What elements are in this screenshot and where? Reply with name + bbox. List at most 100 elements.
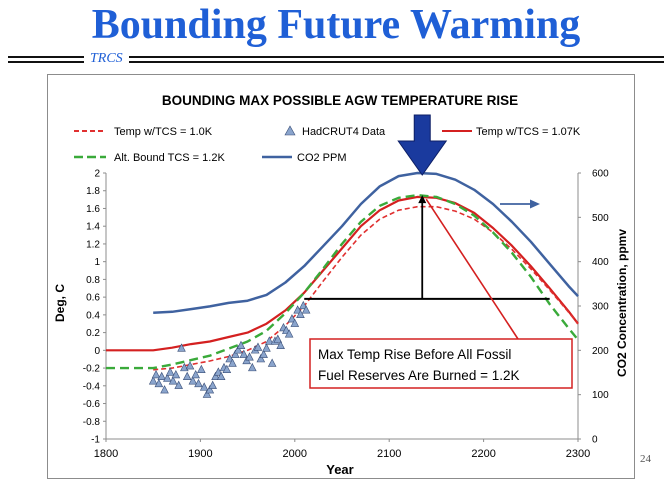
page-number: 24	[640, 453, 651, 465]
hadcrut4-data-point	[262, 343, 271, 352]
series-line-temp-w-tcs-1-07k	[106, 195, 579, 352]
y2-tick-label: 600	[592, 169, 609, 180]
x-tick-label: 1900	[188, 448, 212, 460]
hadcrut4-data-point	[211, 371, 220, 381]
x-tick-label: 1800	[94, 448, 118, 460]
y2-tick-label: 0	[592, 435, 598, 446]
x-tick-label: 2200	[471, 448, 495, 460]
hadcrut4-data-point	[174, 380, 183, 389]
title-rule-bottom	[8, 61, 664, 63]
hadcrut4-data-point	[177, 343, 186, 352]
x-axis-label: Year	[326, 462, 353, 477]
hadcrut4-data-point	[151, 370, 161, 379]
callout-line-2: Fuel Reserves Are Burned = 1.2K	[318, 368, 520, 383]
series-line-temp-w-tcs-1-0k	[153, 205, 579, 371]
callout-rect	[309, 338, 573, 389]
hadcrut4-data-point	[276, 340, 285, 349]
hadcrut4-data-point	[273, 334, 283, 343]
hadcrut4-data-point	[253, 342, 263, 351]
y-tick-label: 1.8	[86, 186, 100, 197]
hadcrut4-data-point	[290, 318, 300, 327]
hadcrut4-data-point	[265, 336, 274, 345]
hadcrut4-data-point	[233, 345, 243, 354]
y2-tick-label: 200	[592, 346, 609, 357]
y-tick-label: -0.8	[83, 417, 101, 428]
hadcrut4-data-point	[301, 305, 311, 314]
hadcrut4-data-point	[228, 358, 237, 367]
chart-svg: BOUNDING MAX POSSIBLE AGW TEMPERATURE RI…	[53, 93, 629, 477]
hadcrut4-data-point	[216, 371, 226, 381]
y-tick-label: 1.2	[86, 239, 100, 250]
hadcrut4-data-point	[231, 349, 240, 358]
hadcrut4-data-point	[248, 362, 257, 372]
hadcrut4-data-point	[222, 364, 232, 373]
legend-label-tcs-1-07: Temp w/TCS = 1.07K	[476, 126, 581, 138]
y-tick-label: 0.6	[86, 293, 100, 304]
y2-axis-label: CO2 Concentration, ppmv	[615, 229, 629, 377]
y2-tick-label: 100	[592, 390, 609, 401]
callout-box: Max Temp Rise Before All Fossil Fuel Res…	[309, 338, 573, 389]
hadcrut4-data-point	[239, 349, 249, 358]
y-tick-label: 0.4	[86, 310, 100, 321]
hadcrut4-data-point	[157, 371, 166, 381]
legend-label-tcs-1-0: Temp w/TCS = 1.0K	[114, 126, 213, 138]
callout-line-1: Max Temp Rise Before All Fossil	[318, 347, 511, 362]
y-tick-label: 1.4	[86, 222, 100, 233]
hadcrut4-data-point	[199, 382, 209, 391]
hadcrut4-data-point	[267, 358, 277, 367]
slide-title: Bounding Future Warming	[91, 2, 581, 48]
hadcrut4-data-point	[284, 329, 294, 338]
callout-pointer-line	[425, 198, 519, 340]
hadcrut4-data-point	[214, 367, 223, 376]
series-line-alt-bound-tcs-1-2k	[106, 194, 579, 370]
hadcrut4-data-point	[165, 367, 175, 376]
hadcrut4-data-point	[191, 370, 200, 379]
hadcrut4-data-point	[168, 376, 178, 385]
brand-label: TRCS	[84, 51, 129, 67]
hadcrut4-data-point	[163, 373, 172, 382]
series-line-co2-ppm	[153, 171, 579, 314]
hadcrut4-data-point	[188, 376, 198, 385]
hadcrut4-data-point	[296, 309, 305, 318]
x-tick-label: 2000	[283, 448, 307, 460]
y-tick-label: -0.6	[83, 399, 101, 410]
hadcrut4-data-point	[202, 389, 212, 398]
chart-series	[106, 171, 579, 398]
hadcrut4-data-point	[208, 380, 217, 389]
y-tick-label: -0.4	[83, 381, 101, 392]
x-tick-label: 2100	[377, 448, 401, 460]
y-tick-label: -0.2	[83, 364, 101, 375]
y-tick-label: 1	[94, 257, 100, 268]
x-tick-label: 2300	[566, 448, 590, 460]
hadcrut4-data-point	[287, 314, 297, 323]
co2-axis-arrow-head	[530, 199, 540, 209]
hadcrut4-data-point	[236, 340, 246, 349]
y2-tick-label: 500	[592, 213, 609, 224]
chart-axes: -1 -0.8 -0.6 -0.4 -0.2 0 0.2 0.4 0.6 0.8 1 1.2 1.4 1.…	[83, 169, 609, 461]
y2-tick-label: 300	[592, 302, 609, 313]
chart-legend: Temp w/TCS = 1.0K HadCRUT4 Data Temp w/T…	[74, 125, 581, 164]
hadcrut4-data-point	[194, 378, 203, 388]
legend-label-alt-bound: Alt. Bound TCS = 1.2K	[114, 152, 225, 164]
hadcrut4-data-point	[245, 352, 254, 361]
y-tick-label: 2	[94, 169, 100, 180]
hadcrut4-data-point	[256, 354, 266, 363]
chart-annotations	[304, 114, 550, 340]
hadcrut4-data-point	[148, 376, 158, 385]
hadcrut4-data-point	[160, 385, 169, 394]
hadcrut4-data-point	[293, 305, 302, 314]
y-axis-label: Deg, C	[53, 284, 67, 322]
y-tick-label: 0	[94, 346, 100, 357]
hadcrut4-data-point	[182, 371, 192, 381]
hadcrut4-data-point	[299, 300, 308, 310]
y-tick-label: -1	[91, 435, 100, 446]
hadcrut4-data-point	[205, 385, 215, 394]
title-rule-top	[8, 56, 664, 58]
chart-title: BOUNDING MAX POSSIBLE AGW TEMPERATURE RI…	[162, 93, 518, 108]
hadcrut4-data-point	[171, 370, 181, 379]
legend-label-co2: CO2 PPM	[297, 152, 347, 164]
hadcrut4-data-point	[259, 349, 268, 358]
chart-frame: BOUNDING MAX POSSIBLE AGW TEMPERATURE RI…	[47, 74, 635, 479]
hadcrut4-data-point	[154, 378, 164, 388]
legend-label-hadcrut4: HadCRUT4 Data	[302, 126, 386, 138]
